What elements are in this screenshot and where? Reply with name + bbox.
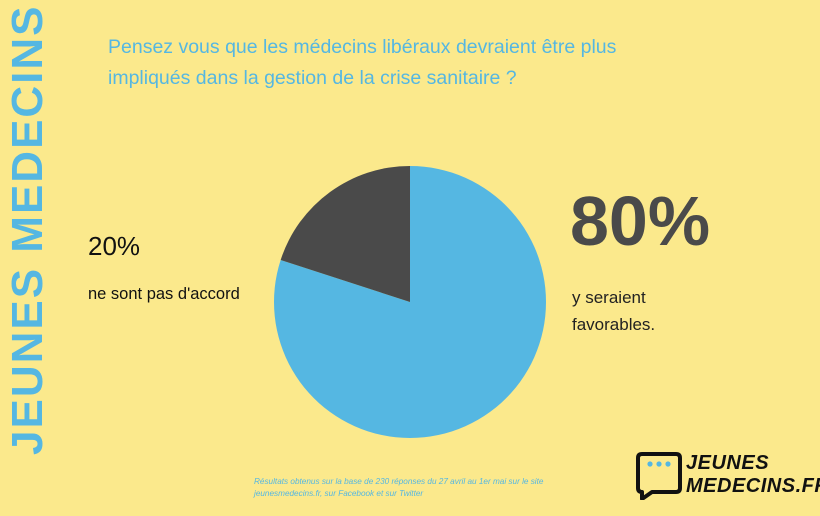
question-line-1: Pensez vous que les médecins libéraux de… xyxy=(108,36,617,58)
chat-bubble-icon xyxy=(636,452,682,500)
pie-chart xyxy=(274,166,546,438)
logo-text: JEUNES MEDECINS.FR xyxy=(686,452,820,498)
disagree-percentage: 20% xyxy=(88,231,141,261)
question-title: Pensez vous que les médecins libéraux de… xyxy=(108,32,708,94)
favorable-label-line-2: favorables. xyxy=(572,315,656,334)
pie-slice-disagree xyxy=(280,166,410,302)
logo-line-2: MEDECINS.FR xyxy=(686,475,820,497)
logo-line-1: JEUNES xyxy=(686,452,770,474)
footnote: Résultats obtenus sur la base de 230 rép… xyxy=(254,476,554,500)
favorable-percentage: 80% xyxy=(570,182,711,260)
disagree-label: ne sont pas d'accord xyxy=(88,285,240,303)
question-line-2: impliqués dans la gestion de la crise sa… xyxy=(108,67,517,89)
footnote-line-2: jeunesmedecins.fr, sur Facebook et sur T… xyxy=(254,489,424,498)
side-title: JEUNES MEDECINS xyxy=(3,4,52,455)
footnote-line-1: Résultats obtenus sur la base de 230 rép… xyxy=(254,477,544,486)
logo: JEUNES MEDECINS.FR xyxy=(636,448,820,504)
favorable-label-line-1: y seraient xyxy=(572,288,646,307)
favorable-label: y seraient favorables. xyxy=(572,284,722,338)
